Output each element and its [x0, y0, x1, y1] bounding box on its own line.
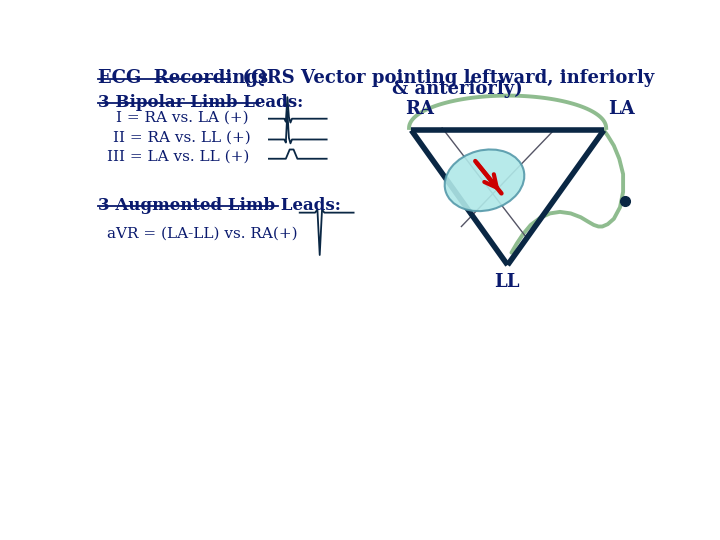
Text: III = LA vs. LL (+): III = LA vs. LL (+)	[107, 150, 250, 164]
Text: LL: LL	[494, 273, 519, 291]
Text: 3 Augmented Limb Leads:: 3 Augmented Limb Leads:	[98, 197, 341, 214]
Text: I = RA vs. LA (+): I = RA vs. LA (+)	[117, 111, 249, 125]
Text: aVR = (LA-LL) vs. RA(+): aVR = (LA-LL) vs. RA(+)	[107, 226, 298, 240]
Text: RA: RA	[405, 100, 434, 118]
Text: & anteriorly): & anteriorly)	[392, 80, 523, 98]
Text: 3 Bipolar Limb Leads:: 3 Bipolar Limb Leads:	[98, 94, 303, 111]
Text: ECG  Recordings: ECG Recordings	[98, 69, 268, 86]
Text: LA: LA	[608, 100, 635, 118]
Text: II = RA vs. LL (+): II = RA vs. LL (+)	[113, 130, 251, 144]
Text: (QRS Vector pointing leftward, inferiorly: (QRS Vector pointing leftward, inferiorl…	[230, 69, 654, 87]
Ellipse shape	[445, 150, 524, 211]
